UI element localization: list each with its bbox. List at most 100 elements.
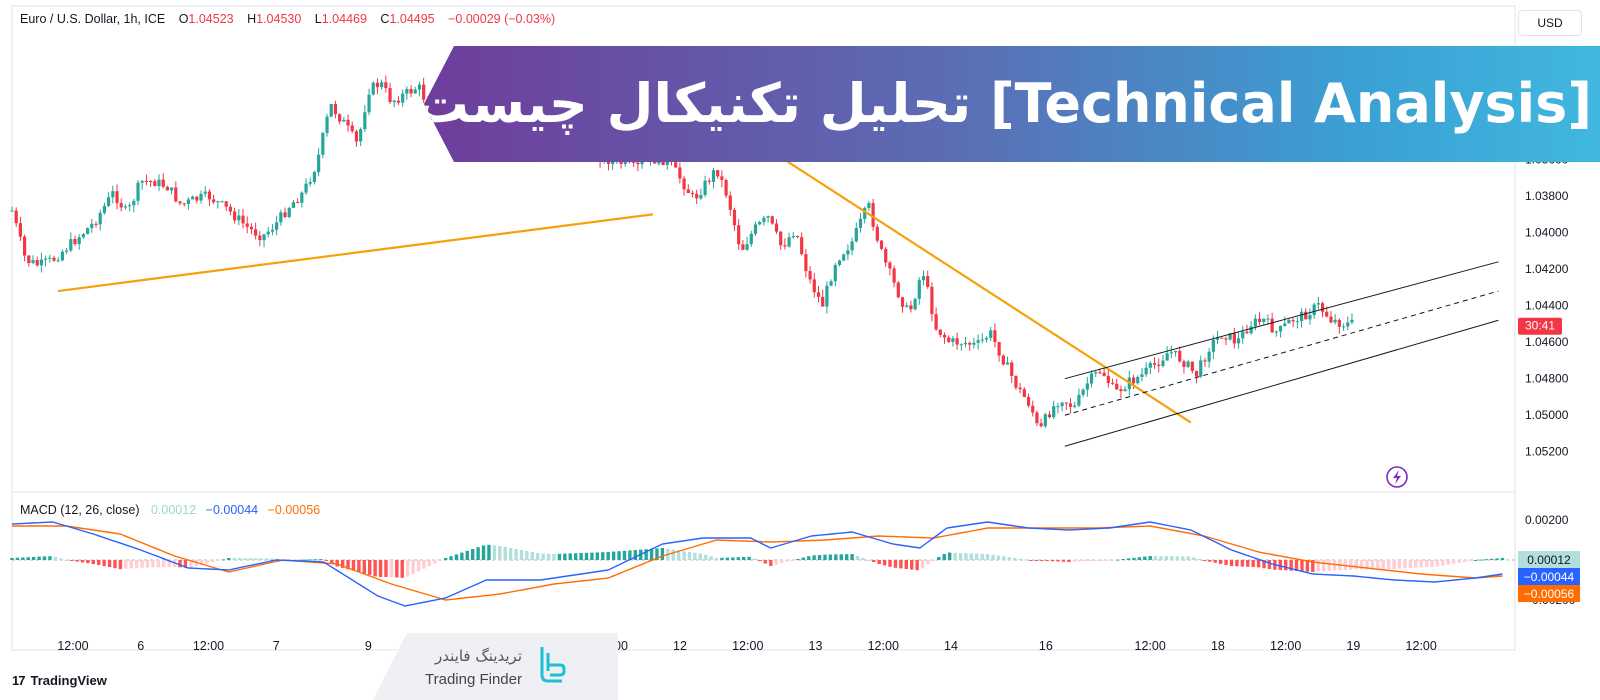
histogram-bar [546,553,551,560]
histogram-bar [1435,560,1440,567]
macd-value-tag [1518,551,1580,568]
histogram-bar [877,560,881,564]
candle-body [1291,320,1295,322]
histogram-bar [1137,557,1142,560]
candle-body [94,223,98,225]
candle-body [783,245,787,247]
histogram-bar [790,560,795,561]
candle-body [245,223,249,227]
candle-body [1110,383,1115,385]
candle-body [770,216,774,224]
histogram-bar [487,544,491,560]
histogram-bar [1403,560,1407,569]
histogram-bar [476,547,480,560]
histogram-bar [1484,559,1488,561]
histogram-bar [536,553,540,560]
candle-body [888,262,892,269]
histogram-bar [947,552,952,560]
candle-body [1312,304,1316,316]
candle-body [270,229,275,232]
histogram-bar [471,549,475,560]
histogram-bar [617,551,621,560]
price-tick-label: 1.04400 [1525,299,1569,313]
histogram-bar [346,560,350,570]
time-tick-label: 12:00 [1135,639,1166,653]
histogram-bar [801,557,806,560]
price-tick-label: 1.04200 [1525,262,1569,276]
histogram-bar [920,560,925,569]
histogram-bar [362,560,366,574]
channel-midline [1064,290,1499,416]
candle-body [69,239,73,251]
candle-body [81,234,86,238]
macd-value-tag-label: 0.00012 [1527,553,1571,567]
histogram-bar [1078,560,1082,562]
candle-body [157,179,161,187]
histogram-bar [985,554,990,560]
histogram-bar [1181,556,1185,560]
histogram-bar [1235,560,1239,567]
histogram-bar [742,557,746,560]
histogram-bar [465,550,469,560]
candle-body [371,82,375,95]
histogram-bar [1381,560,1385,570]
candle-body [195,196,199,201]
currency-button[interactable]: USD [1518,10,1582,36]
histogram-bar [1479,559,1483,561]
histogram-bar [1240,560,1245,567]
histogram-bar [1489,558,1494,560]
candle-body [207,191,212,200]
candle-body [77,237,81,245]
candle-body [674,162,678,168]
candle-body [1295,321,1299,323]
candle-body [10,210,14,212]
time-tick-label: 12:00 [193,639,224,653]
trendline [713,112,1192,424]
histogram-bar [942,554,946,560]
candle-body [972,342,976,345]
candle-body [955,338,959,345]
histogram-bar [200,560,204,565]
histogram-bar [953,552,957,560]
histogram-bar [395,560,399,578]
candle-body [934,314,938,330]
histogram-bar [1013,558,1017,560]
candle-body [703,180,707,196]
candle-body [1102,372,1106,376]
histogram-bar [1495,558,1499,560]
candle-body [199,193,203,201]
histogram-bar [823,554,827,560]
candle-body [1224,338,1228,340]
time-tick-label: 19 [1346,639,1360,653]
candle-body [741,244,745,250]
candle-body [1199,360,1203,377]
histogram-bar [1452,560,1456,564]
candle-body [1274,331,1278,333]
histogram-bar [736,557,740,560]
histogram-bar [189,560,193,568]
histogram-bar [1414,560,1418,568]
candle-body [186,199,191,204]
histogram-bar [254,558,258,560]
histogram-bar [557,553,562,560]
time-tick-label: 12:00 [57,639,88,653]
histogram-bar [964,553,968,560]
histogram-bar [357,560,361,573]
trading-finder-watermark: تریدینگ فایندر Trading Finder [373,633,618,700]
candle-body [1157,364,1161,366]
candle-body [850,241,854,251]
candle-body [409,88,413,94]
histogram-bar [335,560,339,567]
lightning-bolt-icon [1393,470,1401,484]
histogram-bar [508,548,513,560]
histogram-bar [297,559,301,561]
histogram-bar [460,552,464,560]
candle-body [380,82,384,88]
histogram-bar [1430,560,1434,568]
candle-body [1165,353,1169,361]
histogram-bar [1061,560,1066,562]
candle-body [1068,403,1073,407]
histogram-bar [1294,560,1299,571]
candle-body [241,215,245,224]
histogram-bar [416,560,421,572]
